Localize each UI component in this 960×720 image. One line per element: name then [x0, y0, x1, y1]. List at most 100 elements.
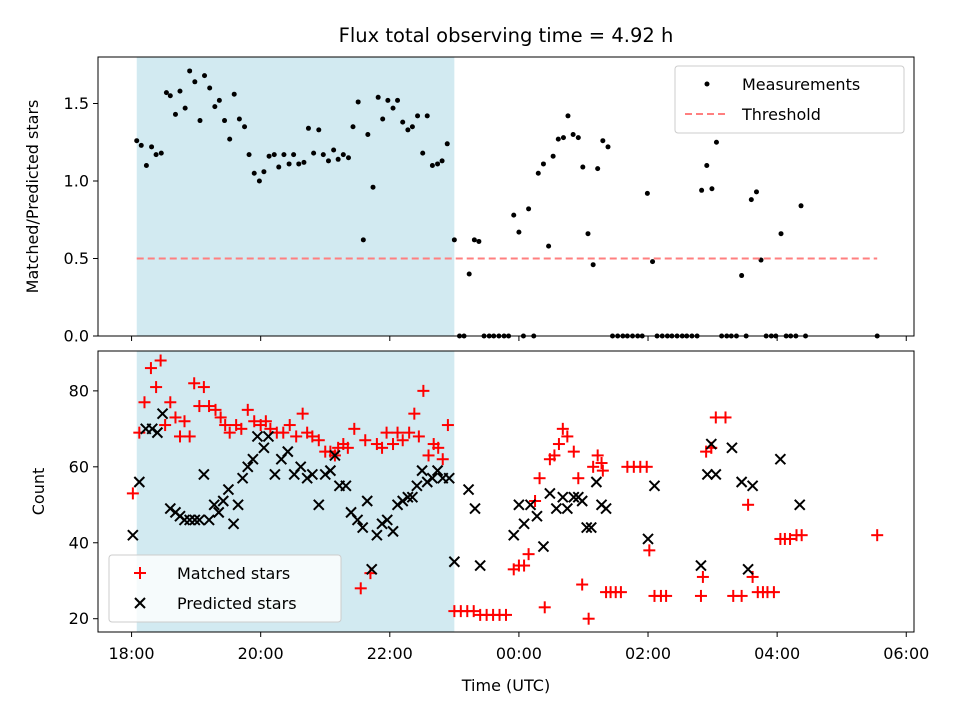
matched-star-point [422, 449, 435, 462]
x-tick-label: 00:00 [496, 644, 542, 663]
measurement-point [360, 237, 366, 243]
y-tick-label: 20 [69, 609, 89, 628]
predicted-star-point [366, 563, 378, 576]
predicted-star-point [469, 502, 481, 515]
lower-legend-box [108, 554, 342, 623]
x-tick-label: 18:00 [109, 644, 155, 663]
predicted-star-point [387, 525, 399, 538]
predicted-star-point [550, 502, 563, 515]
measurement-point [138, 142, 144, 148]
matched-star-point [436, 453, 449, 466]
predicted-star-point [746, 480, 759, 492]
predicted-star-point [774, 453, 787, 465]
matched-star-point [248, 415, 261, 428]
measurement-point [172, 111, 178, 117]
matched-star-point [290, 430, 303, 443]
lower-legend: Matched stars Predicted stars [108, 554, 342, 623]
predicted-star-point [295, 461, 307, 473]
measurement-point [516, 229, 522, 235]
matched-star-point [188, 377, 201, 390]
matched-star-point [596, 464, 609, 477]
measurement-point [192, 79, 198, 85]
measurement-point [546, 243, 552, 249]
matched-star-point [197, 381, 210, 394]
matched-star-point [576, 578, 589, 591]
predicted-star-point [258, 442, 270, 454]
matched-star-point [241, 403, 254, 416]
measurement-point [585, 231, 591, 237]
predicted-star-point [735, 476, 748, 488]
matched-star-point [396, 434, 409, 447]
matched-star-point [391, 426, 404, 439]
measurement-point [405, 127, 411, 133]
matched-star-point [522, 548, 535, 561]
matched-star-point [467, 605, 480, 618]
x-tick-label: 06:00 [883, 644, 929, 663]
predicted-star-point [794, 499, 806, 511]
x-tick-label: 04:00 [754, 644, 800, 663]
predicted-star-point [561, 502, 574, 515]
lower-y-axis-label: Count [29, 468, 48, 516]
measurement-point [409, 124, 415, 130]
predicted-star-point [431, 464, 444, 477]
lower-axes-frame [97, 350, 915, 633]
matched-star-point [283, 419, 296, 432]
predicted-star-point [361, 495, 373, 507]
measurement-point [753, 189, 759, 195]
measurement-point [311, 150, 317, 156]
legend-matched-marker [134, 567, 146, 579]
measurement-point [704, 163, 710, 168]
predicted-star-point [600, 502, 612, 515]
legend-predicted-label: Predicted stars [177, 594, 297, 613]
matched-star-point [296, 407, 309, 420]
predicted-star-point [557, 491, 569, 503]
measurement-point [590, 262, 596, 268]
matched-star-point [767, 586, 780, 599]
predicted-star-point [262, 430, 275, 443]
matched-star-point [277, 426, 290, 439]
predicted-star-point [518, 518, 530, 530]
predicted-star-point [242, 461, 254, 473]
matched-star-point [742, 498, 755, 511]
predicted-star-point [462, 483, 475, 496]
predicted-star-point [524, 499, 537, 511]
measurement-point [143, 163, 149, 168]
matched-star-point [432, 441, 445, 454]
measurement-point [305, 125, 311, 131]
lower-panel: 20 40 60 80 18:00 20:00 22:00 00:00 02:00 04:00 0… [29, 350, 929, 695]
measurement-point [335, 156, 341, 162]
upper-y-axis-label: Matched/Predicted stars [23, 100, 42, 294]
predicted-star-point [402, 491, 414, 503]
predicted-star-point [306, 468, 319, 481]
measurement-point [216, 97, 222, 103]
predicted-star-point [198, 468, 210, 481]
predicted-star-point [443, 472, 455, 484]
measurement-point [699, 187, 705, 193]
measurement-point [444, 141, 450, 147]
measurement-point [385, 97, 391, 103]
matched-star-point [376, 441, 389, 454]
predicted-star-point [585, 521, 597, 534]
measurement-point [778, 231, 784, 237]
matched-star-point [561, 430, 574, 443]
measurement-point [325, 158, 331, 164]
matched-star-point [408, 407, 421, 420]
matched-star-point [735, 589, 748, 602]
measurement-point [365, 132, 371, 137]
predicted-star-point [513, 499, 525, 511]
matched-star-point [203, 400, 216, 413]
predicted-star-point [193, 514, 206, 526]
predicted-star-point [156, 407, 169, 420]
measurement-point [163, 90, 169, 96]
matched-star-point [533, 472, 546, 485]
predicted-star-point [474, 559, 486, 572]
predicted-star-point [742, 563, 754, 576]
matched-star-point [354, 582, 367, 595]
measurement-point [177, 88, 183, 94]
measurement-point [713, 139, 719, 145]
matched-star-point [441, 419, 454, 432]
measurement-point [291, 152, 297, 158]
measurement-point [424, 113, 430, 119]
predicted-star-point [416, 464, 428, 477]
